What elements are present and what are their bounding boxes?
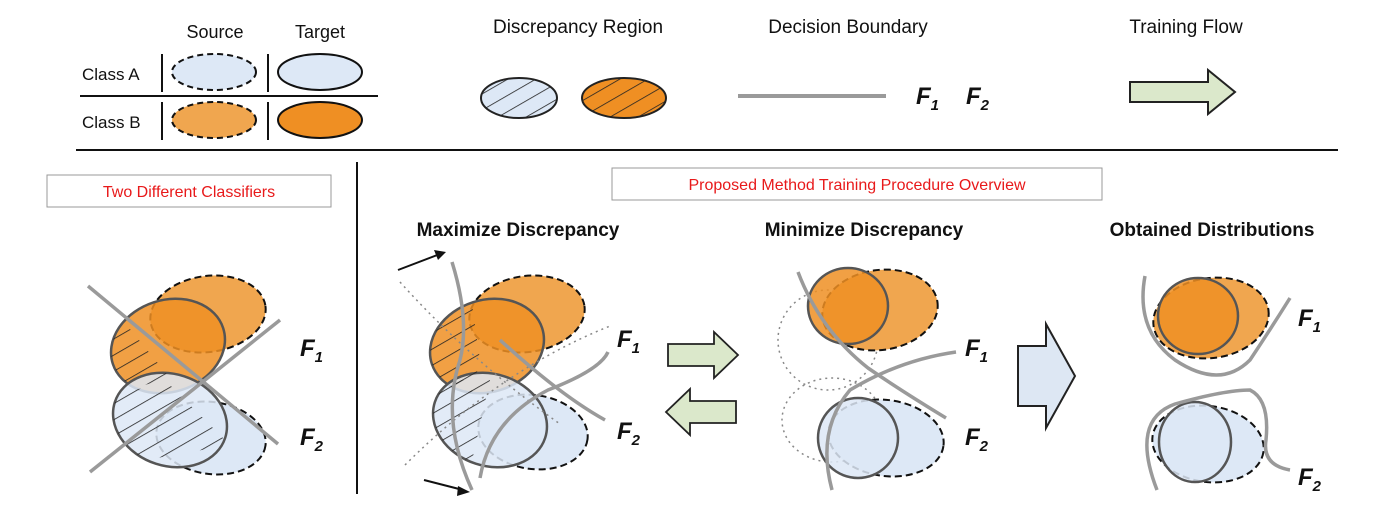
previous-boundary [399,281,561,425]
method-title: Proposed Method Training Procedure Overv… [688,177,1026,194]
step3-f2-label: F2 [1298,464,1322,495]
boundary-f1 [825,350,957,491]
step1-title: Maximize Discrepancy [417,220,620,241]
source-label: Source [186,22,243,42]
panel-obtained-distributions: Obtained Distributions F1 F2 [1110,220,1322,495]
step2-f2-label: F2 [965,424,989,455]
source-class-b-swatch [171,101,257,139]
boundary-f2 [86,284,280,446]
boundary-f1 [450,261,474,491]
left-f1-label: F1 [300,335,323,366]
step2-f1-label: F1 [965,335,988,366]
discrepancy-region-label: Discrepancy Region [493,17,663,38]
class-a-label: Class A [82,65,140,84]
step3-title: Obtained Distributions [1110,220,1315,241]
source-class-a-swatch [171,53,257,91]
left-panel-title: Two Different Classifiers [103,184,275,201]
boundary-f2 [796,271,947,420]
source-class-b [1156,276,1240,356]
hatch [481,78,557,118]
boundary-f2-lower [478,351,610,479]
decision-boundary-label: Decision Boundary [768,17,928,38]
arrowhead [434,250,446,260]
method-title-box [611,167,1103,201]
panel-minimize-discrepancy: Minimize Discrepancy F1 F2 [765,220,989,491]
hatch [582,78,666,118]
source-class-a [1157,400,1233,484]
source-class-a [816,396,900,480]
boundary-f1 [88,318,282,474]
legend-f2-label: F2 [966,83,990,114]
panel-maximize-discrepancy: Maximize Discrepancy F1 F2 [397,220,641,496]
target-class-b-swatch [277,101,363,139]
forward-arrow-icon [667,329,740,381]
panel-two-classifiers: Two Different Classifiers F1 F2 [46,174,332,476]
push-arrow-up-icon [397,253,441,271]
step3-f1-label: F1 [1298,305,1321,336]
class-b-label: Class B [82,113,141,132]
push-arrow-down-icon [423,479,464,491]
step1-f1-label: F1 [617,326,640,357]
step1-f2-label: F2 [617,418,641,449]
result-arrow-icon [1017,320,1077,432]
source-class-b [806,266,890,346]
training-flow-arrow-icon [1129,67,1237,117]
target-label: Target [295,22,345,42]
left-title-box [46,174,332,208]
target-class-a-swatch [277,53,363,91]
arrowhead [457,486,470,496]
legend-f1-label: F1 [916,83,939,114]
left-f2-label: F2 [300,424,324,455]
step2-title: Minimize Discrepancy [765,220,964,241]
boundary-f2 [1145,388,1291,491]
boundary-f1 [1141,275,1292,377]
backward-arrow-icon [664,386,737,438]
boundary-f2 [498,338,606,422]
training-flow-label: Training Flow [1129,17,1243,38]
legend: Source Target Class A Class B Discrepanc… [80,17,1243,140]
